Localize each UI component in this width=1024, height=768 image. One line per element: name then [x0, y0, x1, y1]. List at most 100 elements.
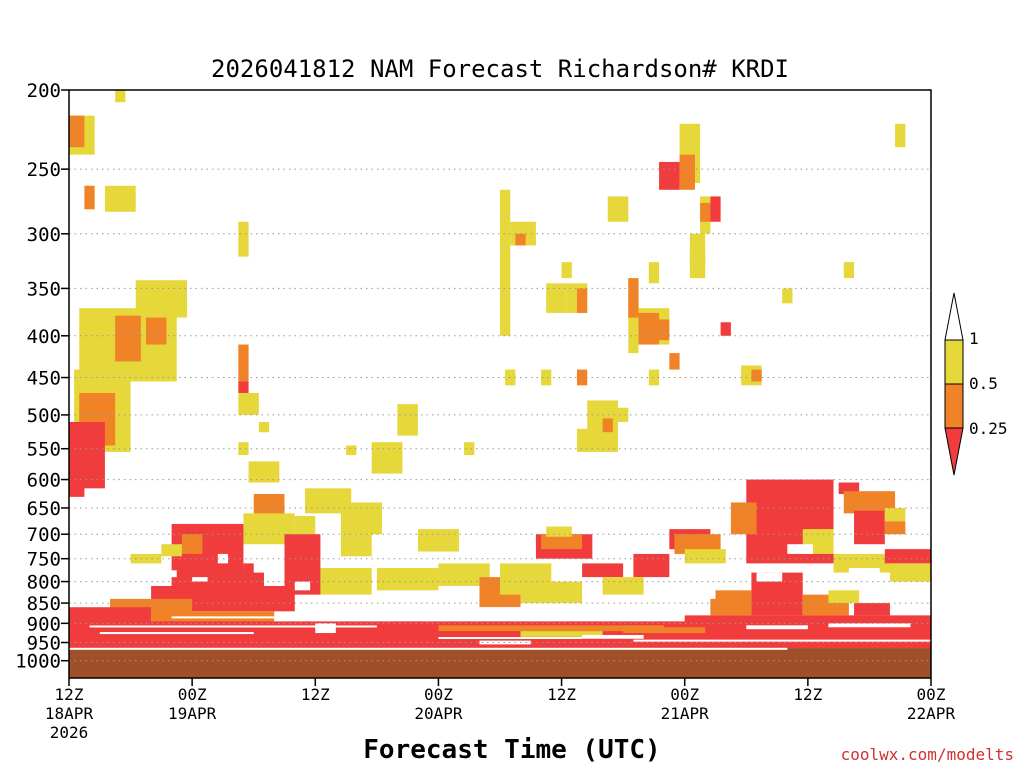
ri-heatmap	[69, 90, 931, 678]
legend-label-1: 0.5	[969, 374, 998, 393]
ri-cell-mid	[679, 154, 695, 190]
ri-cell-mid	[751, 369, 762, 382]
ri-gap	[335, 558, 362, 566]
ri-cell-hi	[376, 568, 439, 591]
ri-cell-hi	[648, 262, 660, 284]
ri-stripe	[89, 625, 377, 628]
y-tick-label-350: 350	[27, 278, 61, 300]
ri-cell-mid	[515, 233, 526, 246]
ri-cell-hi	[238, 392, 259, 415]
ri-cell-hi	[161, 544, 182, 557]
ri-cell-lt025	[684, 615, 931, 628]
legend-swatch-above-1	[944, 292, 964, 341]
ri-cell-lt025	[854, 510, 885, 545]
ri-cell-mid	[674, 534, 721, 554]
ri-stripe	[99, 632, 254, 635]
x-tick-label-1-1: 19APR	[168, 704, 217, 723]
ri-cell-hi	[397, 404, 418, 436]
y-tick-label-950: 950	[27, 633, 61, 655]
ri-cell-mid	[145, 317, 167, 345]
ri-gap	[551, 611, 603, 620]
x-tick-label-1-0: 00Z	[178, 685, 207, 704]
ri-cell-hi	[689, 251, 706, 268]
ri-cell-lt025	[838, 482, 860, 495]
ri-gap	[582, 634, 644, 639]
y-tick-label-450: 450	[27, 368, 61, 390]
ri-gap	[294, 581, 311, 591]
ri-cell-hi	[248, 461, 280, 483]
ri-gap	[458, 607, 531, 618]
ri-cell-mid	[884, 521, 906, 535]
ri-gap	[217, 553, 229, 564]
ri-cell-mid	[730, 502, 757, 535]
y-tick-label-600: 600	[27, 470, 61, 492]
ri-gap	[746, 625, 808, 630]
ri-gap	[253, 556, 280, 573]
ri-gap	[787, 544, 813, 554]
ri-stripe	[69, 647, 788, 650]
ri-cell-hi	[648, 369, 660, 386]
x-tick-label-2-0: 12Z	[301, 685, 330, 704]
ri-cell-hi	[828, 590, 860, 604]
ri-cell-hi	[541, 369, 552, 386]
ri-cell-hi	[618, 407, 629, 422]
ri-cell-lt025	[69, 448, 85, 497]
y-tick-label-850: 850	[27, 593, 61, 615]
ri-cell-hi	[684, 549, 726, 564]
color-legend: 1 0.5 0.25	[944, 292, 1008, 476]
y-tick-label-500: 500	[27, 405, 61, 427]
ri-cell-hi	[782, 288, 793, 304]
ri-cell-hi	[238, 442, 249, 456]
ri-cell-mid	[69, 115, 85, 148]
ri-cell-hi	[417, 529, 459, 552]
x-tick-label-5-1: 21APR	[661, 704, 710, 723]
pressure-gridlines	[69, 168, 931, 662]
ri-cell-mid	[253, 494, 285, 517]
ri-cell-lt025	[771, 485, 824, 508]
legend-label-2: 0.25	[969, 419, 1008, 438]
ri-cell-mid	[576, 288, 588, 313]
ri-cell-mid	[84, 185, 95, 210]
x-tick-label-6-0: 12Z	[793, 685, 822, 704]
ri-cell-mid	[238, 344, 249, 382]
ri-cell-lt025	[854, 603, 890, 616]
ri-cell-hi	[438, 563, 490, 586]
ri-gap	[192, 577, 208, 582]
ri-cell-mid	[628, 278, 639, 318]
x-tick-label-3-1: 20APR	[414, 704, 463, 723]
y-tick-label-1000: 1000	[15, 651, 61, 673]
ri-cell-lt025	[238, 381, 249, 393]
ri-stripe	[438, 637, 583, 640]
ri-stripe	[274, 618, 429, 621]
x-tick-label-5-0: 00Z	[670, 685, 699, 704]
ri-stripe	[171, 616, 316, 619]
ri-cell-hi	[340, 502, 382, 535]
ri-cell-mid	[602, 418, 613, 433]
ground-layer	[69, 648, 931, 678]
ri-cell-hi	[520, 581, 583, 604]
ri-cell-mid	[576, 369, 588, 386]
ri-cell-lt025	[582, 563, 624, 578]
ri-cell-hi	[346, 445, 357, 456]
ri-cell-hi	[607, 196, 629, 222]
legend-swatch-025-05	[944, 383, 964, 429]
ri-cell-hi	[500, 189, 511, 336]
y-tick-label-900: 900	[27, 613, 61, 635]
ri-gap	[612, 603, 665, 614]
x-tick-label-7-0: 00Z	[917, 685, 946, 704]
y-tick-label-400: 400	[27, 326, 61, 348]
ri-gap	[366, 594, 418, 608]
ri-cell-hi	[130, 553, 162, 564]
y-tick-label-200: 200	[27, 80, 61, 102]
ri-cell-mid	[181, 534, 203, 554]
ri-gap	[479, 640, 531, 645]
ri-cell-mid	[438, 625, 665, 632]
y-tick-label-300: 300	[27, 224, 61, 246]
ri-cell-lt025	[633, 553, 670, 578]
ri-cell-hi	[115, 90, 126, 103]
ri-gap	[689, 583, 716, 599]
ri-gap	[315, 623, 336, 634]
ri-cell-hi	[843, 262, 855, 279]
x-tick-label-3-0: 00Z	[424, 685, 453, 704]
